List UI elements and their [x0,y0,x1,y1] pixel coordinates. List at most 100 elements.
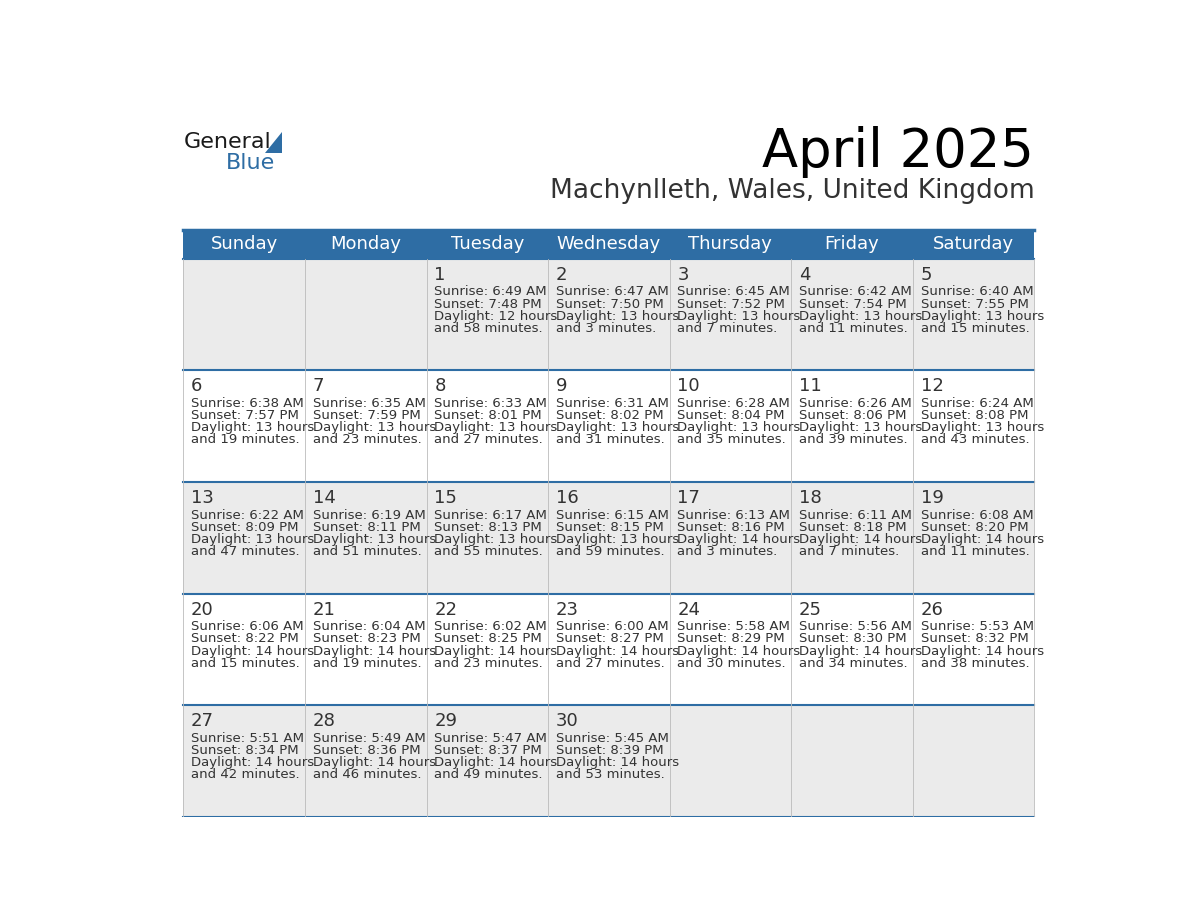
Text: Daylight: 13 hours: Daylight: 13 hours [435,421,557,434]
Text: Sunset: 8:09 PM: Sunset: 8:09 PM [191,521,298,533]
Text: Blue: Blue [226,153,276,174]
Text: Sunrise: 5:49 AM: Sunrise: 5:49 AM [312,732,425,744]
Text: Daylight: 12 hours: Daylight: 12 hours [435,309,557,322]
Text: Sunrise: 6:35 AM: Sunrise: 6:35 AM [312,397,425,410]
Text: and 15 minutes.: and 15 minutes. [921,322,1029,335]
Text: Sunset: 8:36 PM: Sunset: 8:36 PM [312,744,421,757]
Text: 6: 6 [191,377,202,396]
Text: Sunrise: 6:17 AM: Sunrise: 6:17 AM [435,509,548,521]
Text: Sunrise: 6:00 AM: Sunrise: 6:00 AM [556,621,669,633]
Text: Sunrise: 6:24 AM: Sunrise: 6:24 AM [921,397,1034,410]
Text: Sunrise: 5:58 AM: Sunrise: 5:58 AM [677,621,790,633]
Bar [183,594,1035,705]
Text: and 47 minutes.: and 47 minutes. [191,545,299,558]
Text: Sunrise: 6:13 AM: Sunrise: 6:13 AM [677,509,790,521]
Text: and 49 minutes.: and 49 minutes. [435,768,543,781]
Text: Daylight: 14 hours: Daylight: 14 hours [435,644,557,657]
Text: Sunrise: 6:31 AM: Sunrise: 6:31 AM [556,397,669,410]
Text: 18: 18 [800,489,822,507]
Text: Daylight: 14 hours: Daylight: 14 hours [191,644,315,657]
Text: Sunset: 8:37 PM: Sunset: 8:37 PM [435,744,542,757]
Text: Sunrise: 6:49 AM: Sunrise: 6:49 AM [435,285,546,298]
Text: and 7 minutes.: and 7 minutes. [677,322,778,335]
Text: and 11 minutes.: and 11 minutes. [921,545,1029,558]
Text: 16: 16 [556,489,579,507]
Text: Daylight: 13 hours: Daylight: 13 hours [556,309,680,322]
Text: and 3 minutes.: and 3 minutes. [556,322,656,335]
Text: and 35 minutes.: and 35 minutes. [677,433,786,446]
Text: Sunrise: 5:51 AM: Sunrise: 5:51 AM [191,732,304,744]
Text: Sunrise: 6:19 AM: Sunrise: 6:19 AM [312,509,425,521]
Text: Sunrise: 6:47 AM: Sunrise: 6:47 AM [556,285,669,298]
Text: Daylight: 14 hours: Daylight: 14 hours [312,756,436,769]
Text: and 58 minutes.: and 58 minutes. [435,322,543,335]
Text: and 31 minutes.: and 31 minutes. [556,433,664,446]
Text: and 53 minutes.: and 53 minutes. [556,768,664,781]
Text: Sunset: 8:32 PM: Sunset: 8:32 PM [921,633,1029,645]
Bar [183,230,1035,259]
Text: Sunset: 8:06 PM: Sunset: 8:06 PM [800,409,906,422]
Text: and 11 minutes.: and 11 minutes. [800,322,908,335]
Text: 13: 13 [191,489,214,507]
Text: and 51 minutes.: and 51 minutes. [312,545,422,558]
Text: Daylight: 13 hours: Daylight: 13 hours [800,309,922,322]
Text: Sunset: 8:11 PM: Sunset: 8:11 PM [312,521,421,533]
Text: General: General [183,131,271,151]
Text: and 38 minutes.: and 38 minutes. [921,656,1029,670]
Bar [183,705,1035,817]
Text: and 15 minutes.: and 15 minutes. [191,656,299,670]
Text: Daylight: 14 hours: Daylight: 14 hours [435,756,557,769]
Text: 20: 20 [191,600,214,619]
Text: Sunrise: 6:38 AM: Sunrise: 6:38 AM [191,397,304,410]
Text: Sunset: 7:54 PM: Sunset: 7:54 PM [800,297,906,310]
Text: Daylight: 14 hours: Daylight: 14 hours [312,644,436,657]
Text: and 19 minutes.: and 19 minutes. [312,656,422,670]
Text: Daylight: 13 hours: Daylight: 13 hours [312,421,436,434]
Text: and 3 minutes.: and 3 minutes. [677,545,778,558]
Text: 4: 4 [800,265,810,284]
Text: Sunrise: 6:33 AM: Sunrise: 6:33 AM [435,397,548,410]
Text: Daylight: 13 hours: Daylight: 13 hours [191,421,315,434]
Text: Sunset: 8:15 PM: Sunset: 8:15 PM [556,521,664,533]
Text: Daylight: 14 hours: Daylight: 14 hours [921,533,1043,546]
Text: 1: 1 [435,265,446,284]
Text: Daylight: 14 hours: Daylight: 14 hours [191,756,315,769]
Text: Sunrise: 6:28 AM: Sunrise: 6:28 AM [677,397,790,410]
Text: 30: 30 [556,712,579,731]
Text: and 59 minutes.: and 59 minutes. [556,545,664,558]
Text: Sunset: 8:39 PM: Sunset: 8:39 PM [556,744,663,757]
Text: 29: 29 [435,712,457,731]
Text: Sunset: 8:08 PM: Sunset: 8:08 PM [921,409,1028,422]
Text: Daylight: 13 hours: Daylight: 13 hours [921,421,1044,434]
Text: Sunrise: 5:47 AM: Sunrise: 5:47 AM [435,732,548,744]
Text: 11: 11 [800,377,822,396]
Text: Sunrise: 6:15 AM: Sunrise: 6:15 AM [556,509,669,521]
Text: Sunset: 8:02 PM: Sunset: 8:02 PM [556,409,663,422]
Bar [183,259,1035,371]
Text: Sunset: 8:27 PM: Sunset: 8:27 PM [556,633,664,645]
Text: 8: 8 [435,377,446,396]
Text: Wednesday: Wednesday [557,235,661,253]
Text: 26: 26 [921,600,943,619]
Text: April 2025: April 2025 [763,126,1035,177]
Text: Sunset: 8:16 PM: Sunset: 8:16 PM [677,521,785,533]
Text: 19: 19 [921,489,943,507]
Text: 14: 14 [312,489,335,507]
Text: and 55 minutes.: and 55 minutes. [435,545,543,558]
Text: 22: 22 [435,600,457,619]
Text: Daylight: 14 hours: Daylight: 14 hours [556,644,680,657]
Text: and 34 minutes.: and 34 minutes. [800,656,908,670]
Text: Sunset: 8:20 PM: Sunset: 8:20 PM [921,521,1028,533]
Text: Sunrise: 6:26 AM: Sunrise: 6:26 AM [800,397,911,410]
Text: Thursday: Thursday [689,235,772,253]
Text: 17: 17 [677,489,700,507]
Text: and 46 minutes.: and 46 minutes. [312,768,422,781]
Text: Sunrise: 6:04 AM: Sunrise: 6:04 AM [312,621,425,633]
Text: Sunset: 8:04 PM: Sunset: 8:04 PM [677,409,785,422]
Text: 12: 12 [921,377,943,396]
Text: and 7 minutes.: and 7 minutes. [800,545,899,558]
Text: Sunset: 7:48 PM: Sunset: 7:48 PM [435,297,542,310]
Text: Daylight: 13 hours: Daylight: 13 hours [556,421,680,434]
Text: Sunrise: 6:02 AM: Sunrise: 6:02 AM [435,621,546,633]
Text: 7: 7 [312,377,324,396]
